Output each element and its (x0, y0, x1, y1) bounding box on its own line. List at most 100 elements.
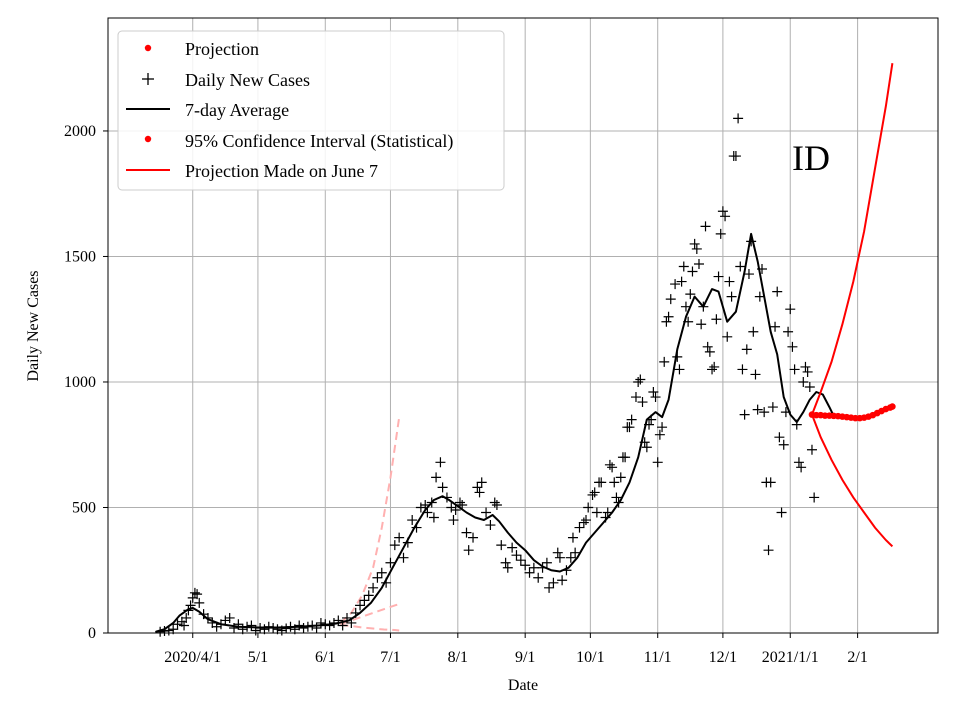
y-tick-label: 1000 (64, 374, 96, 391)
x-axis-label: Date (508, 677, 538, 694)
daily-case-point (415, 502, 426, 513)
daily-case-point (294, 620, 305, 631)
series-layer (155, 63, 896, 637)
daily-case-point (376, 567, 387, 578)
daily-case-point (428, 512, 439, 523)
daily-case-point (665, 294, 676, 305)
daily-case-point (578, 517, 589, 528)
daily-case-point (633, 376, 644, 387)
daily-case-point (587, 489, 598, 500)
daily-case-point (767, 402, 778, 413)
daily-case-point (635, 374, 646, 385)
daily-case-point (172, 619, 183, 630)
daily-case-point (806, 444, 817, 455)
daily-case-point (722, 331, 733, 342)
x-axis: 2020/4/1 5/1 6/1 7/1 8/1 9/1 10/1 11/1 12/1 2021/… (164, 633, 868, 666)
legend-marker-projection (144, 44, 152, 52)
daily-case-point (581, 515, 592, 526)
y-axis-label: Daily New Cases (25, 270, 42, 381)
daily-case-point (385, 557, 396, 568)
daily-case-point (648, 387, 659, 398)
daily-case-point (574, 522, 585, 533)
state-label: ID (792, 138, 830, 178)
daily-case-point (789, 364, 800, 375)
daily-case-point (787, 341, 798, 352)
y-tick-label: 500 (72, 499, 96, 516)
daily-case-point (750, 369, 761, 380)
daily-case-point (774, 432, 785, 443)
daily-case-point (557, 575, 568, 586)
x-tick-label: 2/1 (847, 649, 867, 666)
projection-point (889, 403, 896, 410)
daily-case-point (804, 382, 815, 392)
daily-case-point (793, 457, 804, 468)
daily-case-point (515, 555, 526, 566)
daily-case-point (496, 540, 507, 551)
daily-cases-markers (155, 113, 820, 637)
daily-case-point (448, 515, 459, 526)
daily-case-point (724, 276, 735, 287)
daily-case-point (491, 499, 502, 510)
daily-case-point (652, 457, 663, 468)
legend-frame (117, 30, 505, 191)
daily-case-point (657, 422, 668, 433)
daily-case-point (192, 589, 203, 600)
daily-case-point (754, 291, 765, 302)
daily-case-point (783, 326, 794, 337)
daily-case-point (511, 550, 522, 561)
daily-case-point (778, 439, 789, 450)
daily-case-point (748, 326, 759, 337)
daily-case-point (591, 507, 602, 518)
daily-case-point (468, 532, 479, 543)
daily-case-point (189, 587, 200, 598)
daily-case-point (567, 532, 578, 543)
daily-case-point (394, 532, 405, 543)
daily-case-point (713, 271, 724, 282)
legend-marker-confidence (144, 135, 152, 143)
daily-case-point (552, 547, 563, 558)
daily-case-point (707, 364, 718, 375)
daily-case-point (502, 562, 513, 573)
daily-case-point (554, 552, 565, 563)
daily-case-point (739, 409, 750, 420)
daily-case-point (181, 612, 192, 623)
daily-case-point (570, 547, 581, 558)
daily-case-point (363, 590, 374, 601)
daily-case-point (589, 487, 600, 498)
daily-case-point (752, 404, 763, 415)
daily-case-point (741, 344, 752, 355)
daily-case-point (507, 542, 518, 553)
daily-case-point (437, 482, 448, 493)
daily-case-point (743, 269, 754, 280)
x-tick-label: 9/1 (515, 649, 535, 666)
daily-case-point (759, 407, 770, 418)
daily-case-point (565, 552, 576, 563)
daily-case-point (476, 477, 487, 488)
june-projection-line (340, 603, 400, 626)
daily-case-point (246, 620, 257, 631)
daily-case-point (298, 622, 309, 633)
daily-case-point (359, 595, 370, 606)
june-projection-line (340, 624, 400, 632)
daily-case-point (431, 472, 442, 483)
daily-case-point (620, 452, 631, 463)
daily-case-point (454, 497, 465, 508)
daily-case-point (224, 612, 235, 623)
daily-case-point (809, 492, 820, 503)
daily-case-point (489, 497, 500, 508)
legend-label-june-projection: Projection Made on June 7 (185, 161, 378, 181)
y-tick-label: 2000 (64, 123, 96, 140)
daily-case-point (474, 487, 485, 498)
daily-case-point (704, 346, 715, 357)
daily-case-point (674, 364, 685, 375)
daily-case-point (765, 477, 776, 488)
daily-case-point (548, 577, 559, 588)
y-tick-label: 1500 (64, 248, 96, 265)
daily-case-point (315, 617, 326, 628)
daily-case-point (717, 206, 728, 217)
daily-case-point (500, 557, 511, 568)
daily-case-point (461, 527, 472, 538)
daily-case-point (685, 289, 696, 300)
daily-case-point (802, 366, 813, 377)
daily-case-point (770, 321, 781, 332)
